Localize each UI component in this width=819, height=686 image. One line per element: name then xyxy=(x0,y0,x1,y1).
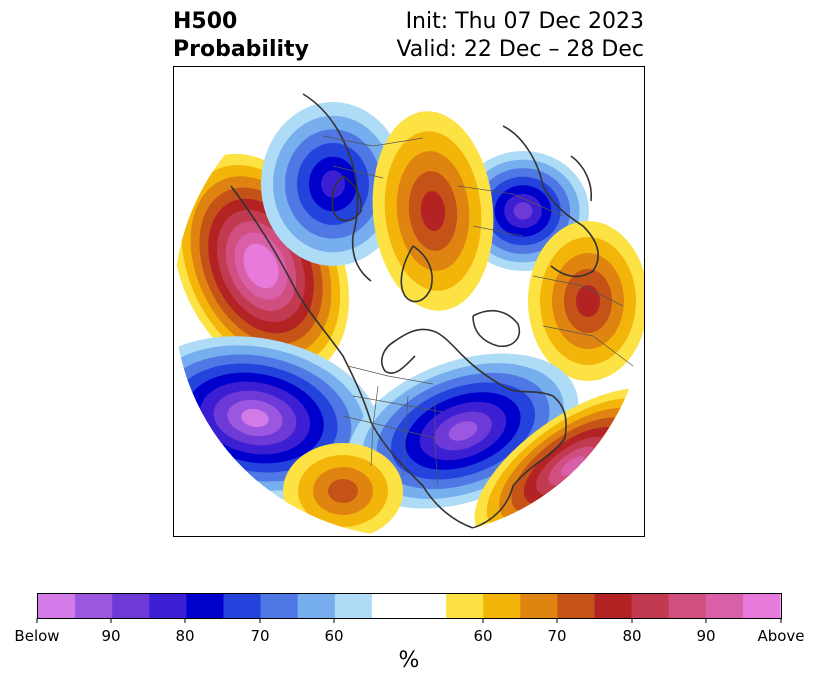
probability-contour xyxy=(560,456,586,476)
europe-high xyxy=(528,221,645,381)
colorbar-cell xyxy=(483,594,521,618)
colorbar-label-above: Above xyxy=(757,627,805,645)
borders xyxy=(322,135,634,487)
colorbar-cell xyxy=(705,594,744,618)
init-date: Init: Thu 07 Dec 2023 xyxy=(405,9,644,34)
probability-shading xyxy=(174,102,645,537)
colorbar-label-above-90: 90 xyxy=(696,627,716,645)
colorbar-label-below-80: 80 xyxy=(175,627,195,645)
colorbar-cell xyxy=(297,594,336,618)
probability-contour xyxy=(321,170,345,198)
colorbar-label-below-60: 60 xyxy=(324,627,344,645)
colorbar-unit: % xyxy=(398,648,420,673)
probability-contour xyxy=(513,202,533,220)
valid-range: Valid: 22 Dec – 28 Dec xyxy=(396,37,644,62)
probability-contour xyxy=(448,421,478,441)
colorbar-cell xyxy=(631,594,670,618)
colorbar-cell xyxy=(334,594,373,618)
colorbar-cell xyxy=(149,594,187,618)
colorbar-label-below: Below xyxy=(14,627,60,645)
probability-contour xyxy=(420,191,446,231)
colorbar-label-below-90: 90 xyxy=(101,627,121,645)
colorbar-label-above-70: 70 xyxy=(547,627,567,645)
arctic-high xyxy=(372,111,494,311)
colorbar-cell xyxy=(742,594,781,618)
southwest-us-high xyxy=(283,443,403,537)
colorbar-cell xyxy=(260,594,299,618)
probability-contour xyxy=(252,254,270,278)
colorbar-cell xyxy=(557,594,596,618)
title-right: Init: Thu 07 Dec 2023 Valid: 22 Dec – 28… xyxy=(396,8,644,64)
colorbar-cell xyxy=(186,594,225,618)
colorbar-cell xyxy=(409,594,447,618)
colorbar-cell xyxy=(38,594,76,618)
title-type: Probability xyxy=(173,37,309,62)
east-siberia-low xyxy=(261,102,405,266)
colorbar-cell xyxy=(371,594,410,618)
colorbar-cell xyxy=(594,594,633,618)
coastlines xyxy=(230,93,599,529)
colorbar-cell xyxy=(75,594,113,618)
colorbar-label-above-80: 80 xyxy=(622,627,642,645)
colorbar-label-above-60: 60 xyxy=(473,627,493,645)
colorbar-cell xyxy=(668,594,707,618)
colorbar-cell xyxy=(446,594,484,618)
polar-map xyxy=(173,66,645,537)
probability-contour xyxy=(328,479,358,503)
colorbar-cell xyxy=(112,594,150,618)
colorbar-cell xyxy=(223,594,262,618)
title-left: H500 Probability xyxy=(173,8,309,64)
probability-contour xyxy=(241,408,269,428)
colorbar-label-below-70: 70 xyxy=(250,627,270,645)
title-field: H500 xyxy=(173,9,238,34)
colorbar xyxy=(36,593,782,623)
probability-contour xyxy=(576,285,600,317)
colorbar-cell xyxy=(520,594,558,618)
